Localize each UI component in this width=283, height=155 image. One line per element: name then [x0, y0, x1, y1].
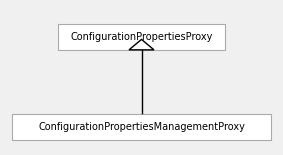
Text: ConfigurationPropertiesManagementProxy: ConfigurationPropertiesManagementProxy	[38, 122, 245, 132]
Bar	[12, 114, 271, 140]
Polygon shape	[129, 39, 154, 50]
Text: ConfigurationPropertiesProxy: ConfigurationPropertiesProxy	[70, 32, 213, 42]
Bar	[58, 24, 225, 50]
